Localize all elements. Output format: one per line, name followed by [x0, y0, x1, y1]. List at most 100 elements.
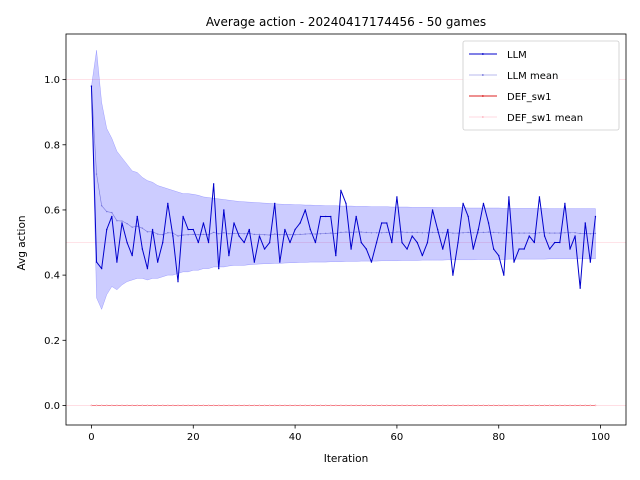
data-point [564, 232, 566, 234]
data-point [121, 404, 123, 407]
data-point [503, 232, 505, 234]
data-point [116, 261, 118, 263]
data-point [401, 404, 403, 407]
data-point [498, 404, 500, 407]
data-point [431, 209, 434, 211]
data-point [482, 202, 485, 205]
data-point [543, 404, 546, 407]
data-point [559, 232, 561, 234]
data-point [172, 235, 174, 237]
data-point [238, 232, 240, 235]
data-point [386, 231, 388, 234]
data-point [594, 404, 597, 407]
data-point [421, 254, 423, 257]
data-point [437, 404, 439, 407]
legend-label-def-sw1: DEF_sw1 [507, 92, 552, 103]
data-point [528, 232, 530, 234]
data-point [319, 233, 322, 235]
data-point [355, 231, 357, 233]
data-point [584, 232, 586, 235]
data-point [426, 404, 429, 407]
data-point [340, 189, 342, 191]
data-point [523, 404, 525, 407]
legend-box [462, 40, 620, 131]
data-point [569, 404, 571, 407]
data-point [528, 235, 530, 237]
data-point [594, 232, 597, 235]
data-point [401, 241, 403, 244]
data-point [182, 215, 184, 218]
data-point [101, 404, 103, 407]
data-point [589, 404, 591, 407]
data-point [386, 222, 388, 224]
data-point [472, 248, 474, 250]
data-point [101, 205, 103, 207]
data-point [396, 231, 398, 233]
legend: LLM LLM mean DEF_sw1 DEF_sw1 mean [462, 40, 620, 131]
data-point [513, 261, 515, 263]
data-point [243, 241, 245, 244]
data-point [350, 248, 352, 250]
data-point [360, 241, 362, 244]
data-point [177, 404, 179, 407]
data-point [187, 404, 189, 407]
data-point [131, 254, 133, 257]
legend-marker [482, 74, 484, 76]
data-point [513, 404, 515, 407]
data-point [157, 233, 159, 235]
data-point [330, 215, 332, 218]
data-point [269, 241, 271, 244]
data-point [136, 215, 138, 218]
data-point [416, 241, 418, 244]
data-point [411, 404, 413, 407]
data-point [533, 241, 535, 244]
data-point [167, 202, 169, 205]
data-point [146, 404, 149, 407]
data-point [508, 404, 510, 407]
data-point [228, 404, 230, 407]
data-point [360, 231, 362, 233]
data-point [462, 232, 464, 234]
data-point [121, 222, 123, 224]
data-point [289, 241, 291, 244]
data-point [248, 404, 250, 407]
data-point [493, 404, 495, 407]
data-point [447, 228, 449, 231]
data-point [319, 215, 322, 218]
data-point [238, 235, 240, 237]
data-point [467, 215, 469, 218]
data-point [533, 232, 535, 235]
data-point [452, 404, 454, 407]
data-point [386, 404, 388, 407]
data-point [340, 404, 342, 407]
data-point [151, 228, 154, 231]
data-point [477, 228, 479, 231]
data-point [269, 234, 271, 236]
legend-label-llm: LLM [507, 50, 527, 61]
data-point [462, 404, 464, 407]
data-point [365, 404, 367, 407]
data-point [360, 404, 362, 407]
data-point [340, 231, 342, 234]
data-point [391, 232, 393, 234]
data-point [182, 234, 184, 236]
data-point [279, 234, 281, 236]
data-point [538, 232, 541, 234]
data-point [401, 231, 403, 233]
data-point [141, 404, 143, 407]
data-point [569, 248, 571, 250]
data-point [233, 404, 235, 407]
data-point [218, 268, 220, 270]
data-point [477, 404, 479, 407]
data-point [508, 196, 510, 198]
legend-label-def-sw1-mean: DEF_sw1 mean [507, 113, 583, 124]
data-point [411, 235, 413, 237]
data-point [223, 404, 225, 407]
data-point [258, 235, 261, 237]
data-point [365, 231, 367, 234]
x-tick-label: 100 [591, 432, 610, 443]
data-point [162, 234, 164, 236]
data-point [162, 404, 164, 407]
data-point [106, 228, 108, 231]
data-point [228, 233, 230, 235]
